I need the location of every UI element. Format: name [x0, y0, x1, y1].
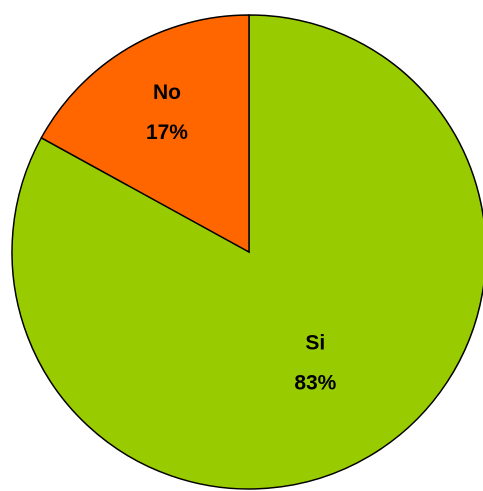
slice-value-label: 17% — [146, 121, 188, 144]
slice-value-label: 83% — [294, 372, 336, 395]
slice-label: No — [153, 81, 181, 104]
pie-slice — [40, 14, 250, 254]
slice-label: Si — [305, 332, 325, 355]
